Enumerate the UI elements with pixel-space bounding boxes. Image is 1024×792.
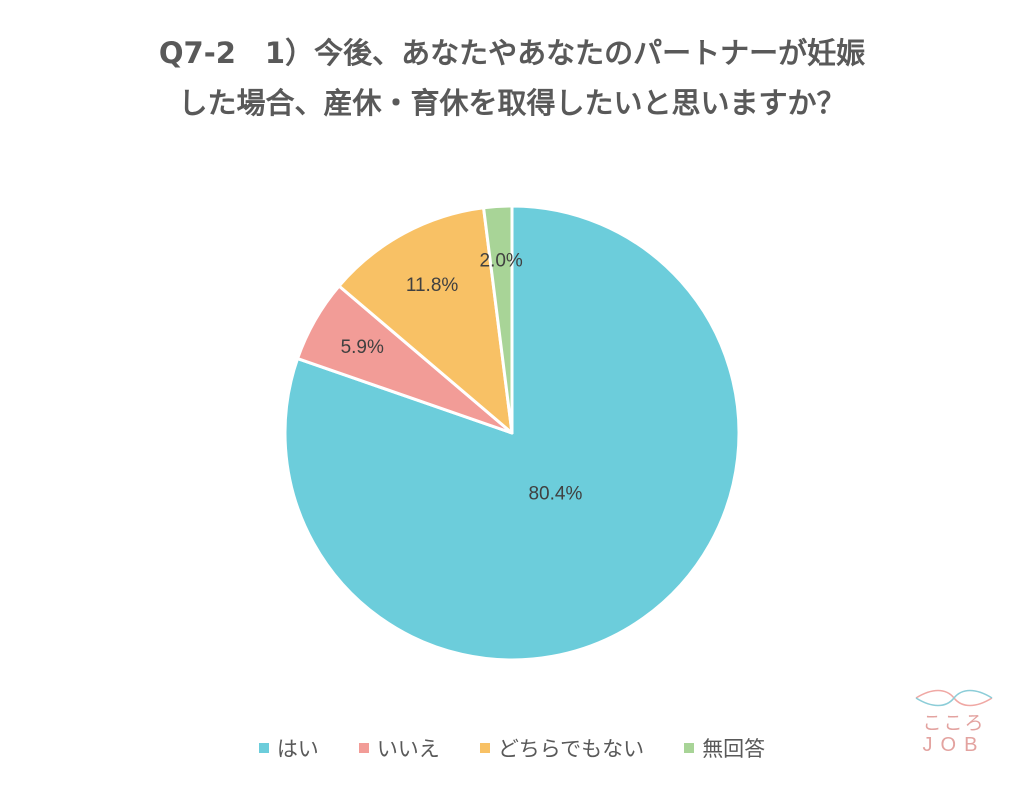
legend-swatch-yes: [258, 743, 269, 753]
legend-item-neither: どちらでもない: [479, 733, 645, 763]
kokoro-job-logo: こころ JOB: [912, 686, 996, 766]
pie-slices: [283, 204, 741, 662]
logo-wave-icon: [915, 689, 993, 707]
legend-swatch-neither: [479, 743, 490, 753]
chart-legend: はい いいえ どちらでもない 無回答: [0, 733, 1024, 763]
legend-swatch-no: [358, 743, 369, 753]
legend-label-neither: どちらでもない: [497, 737, 645, 761]
legend-swatch-no-answer: [684, 743, 695, 753]
chart-title-line-1: Q7-2 1）今後、あなたやあなたのパートナーが妊娠: [158, 36, 866, 70]
legend-item-yes: はい: [258, 733, 319, 763]
legend-item-no: いいえ: [358, 733, 440, 763]
pie-data-labels: 80.4% 5.9% 11.8% 2.0%: [341, 250, 583, 504]
legend-label-yes: はい: [276, 737, 319, 761]
pie-slice-no-answer: [482, 204, 514, 435]
data-label-no: 5.9%: [341, 337, 384, 358]
logo-text-kokoro: こころ: [922, 712, 986, 734]
legend-item-no-answer: 無回答: [684, 733, 765, 763]
logo-text-job: JOB: [922, 734, 986, 756]
chart-title-line-2: した場合、産休・育休を取得したいと思いますか？: [178, 86, 846, 120]
data-label-no-answer: 2.0%: [480, 250, 523, 271]
pie-slice-yes: [283, 204, 741, 662]
data-label-neither: 11.8%: [406, 275, 459, 296]
legend-label-no: いいえ: [376, 737, 440, 761]
legend-label-no-answer: 無回答: [702, 737, 766, 761]
chart-title: Q7-2 1）今後、あなたやあなたのパートナーが妊娠 した場合、産休・育休を取得…: [0, 28, 1024, 128]
data-label-yes: 80.4%: [528, 484, 582, 505]
pie-slice-neither: [337, 206, 514, 435]
